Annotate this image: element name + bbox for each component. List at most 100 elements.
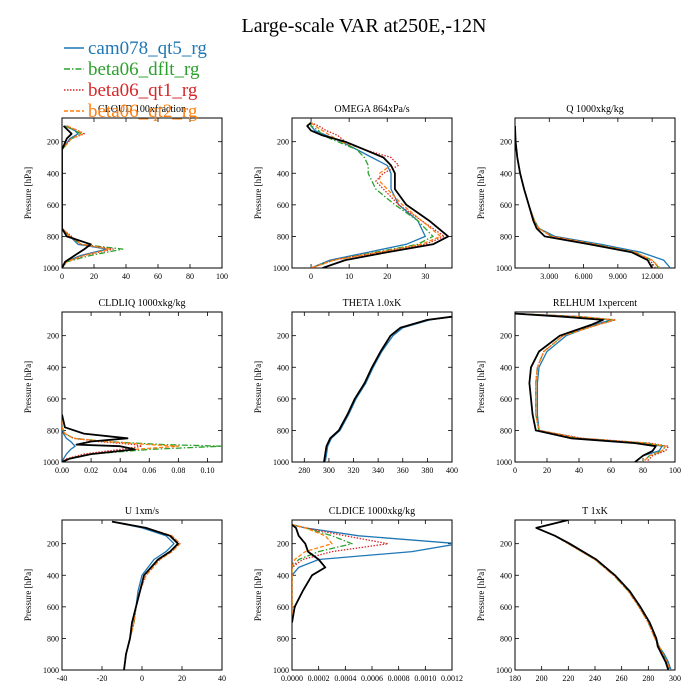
x-tick-label: 360	[397, 466, 409, 475]
panel-title: RELHUM 1xpercent	[553, 298, 637, 309]
series-line-5	[306, 122, 450, 268]
series-line-5	[62, 414, 136, 462]
plot-frame	[514, 117, 676, 269]
series-line-1	[515, 125, 671, 268]
series-line-5	[323, 315, 452, 462]
series-line-4	[515, 125, 661, 268]
y-tick-label: 1000	[496, 458, 512, 467]
x-tick-label: 0.0000	[281, 674, 303, 683]
series-line-4	[292, 524, 333, 623]
series-line-5	[62, 125, 92, 268]
y-tick-label: 400	[500, 169, 512, 178]
series-line-5	[515, 312, 657, 462]
x-tick-label: 380	[421, 466, 433, 475]
x-tick-label: -20	[97, 674, 108, 683]
plot-frame	[291, 519, 453, 671]
x-tick-label: 80	[639, 466, 647, 475]
x-tick-label: 0.0002	[308, 674, 330, 683]
y-tick-label: 200	[47, 540, 59, 549]
panel-title: U 1xm/s	[125, 506, 159, 517]
y-axis-label: Pressure [hPa]	[23, 167, 33, 219]
x-tick-label: 0	[309, 272, 313, 281]
x-tick-label: 10	[345, 272, 353, 281]
x-tick-label: 260	[616, 674, 628, 683]
y-tick-label: 1000	[43, 666, 59, 675]
y-axis-label: Pressure [hPa]	[476, 569, 486, 621]
y-tick-label: 400	[47, 571, 59, 580]
x-tick-label: 40	[122, 272, 130, 281]
x-tick-label: 6.000	[575, 272, 593, 281]
x-tick-label: 100	[216, 272, 228, 281]
panel-title: OMEGA 864xPa/s	[334, 104, 409, 115]
series-line-1	[62, 414, 76, 462]
panel-title: THETA 1.0xK	[343, 298, 402, 309]
series-group	[535, 520, 672, 670]
series-line-3	[111, 520, 181, 670]
panel-7: U 1xm/s Pressure [hPa] -40 -20 0 20 40 200 400 60…	[23, 506, 226, 683]
series-line-2	[111, 520, 179, 670]
y-axis-label: Pressure [hPa]	[23, 361, 33, 413]
y-tick-label: 200	[277, 332, 289, 341]
legend-entry: beta06_qt1_rg	[88, 80, 198, 101]
panel-title: CLOUD 100xfraction	[98, 104, 186, 115]
y-tick-label: 200	[500, 540, 512, 549]
y-tick-label: 1000	[273, 458, 289, 467]
series-line-2	[292, 524, 353, 623]
y-tick-label: 200	[500, 332, 512, 341]
x-tick-label: 0.08	[171, 466, 185, 475]
x-tick-label: 280	[642, 674, 654, 683]
x-tick-label: -40	[57, 674, 68, 683]
x-tick-label: 0	[513, 466, 517, 475]
y-tick-label: 600	[277, 603, 289, 612]
x-tick-label: 20	[90, 272, 98, 281]
x-tick-label: 20	[383, 272, 391, 281]
x-tick-label: 20	[543, 466, 551, 475]
series-line-4	[310, 122, 442, 268]
x-tick-label: 0.0008	[388, 674, 410, 683]
x-tick-label: 60	[607, 466, 615, 475]
y-tick-label: 600	[47, 603, 59, 612]
panels: CLOUD 100xfraction Pressure [hPa] 0 20 40 60 8…	[23, 104, 681, 683]
x-tick-label: 0.0006	[361, 674, 383, 683]
y-tick-label: 1000	[43, 264, 59, 273]
series-line-5	[111, 520, 179, 670]
x-tick-label: 0.0010	[414, 674, 436, 683]
x-tick-label: 180	[509, 674, 521, 683]
y-axis-label: Pressure [hPa]	[253, 167, 263, 219]
x-tick-label: 300	[669, 674, 681, 683]
figure-title: Large-scale VAR at250E,-12N	[242, 15, 487, 37]
y-tick-label: 800	[47, 634, 59, 643]
x-tick-label: 320	[348, 466, 360, 475]
plot-frame	[61, 311, 223, 463]
y-axis-label: Pressure [hPa]	[253, 569, 263, 621]
x-tick-label: 100	[669, 466, 681, 475]
series-line-1	[515, 312, 663, 462]
x-tick-label: 0.06	[142, 466, 156, 475]
y-tick-label: 200	[47, 138, 59, 147]
y-axis-label: Pressure [hPa]	[476, 361, 486, 413]
series-group	[515, 125, 671, 268]
y-tick-label: 800	[277, 634, 289, 643]
panel-8: CLDICE 1000xkg/kg Pressure [hPa] 0.0000 0.0…	[253, 506, 463, 683]
y-tick-label: 200	[277, 540, 289, 549]
panel-title: CLDLIQ 1000xkg/kg	[99, 298, 186, 309]
y-tick-label: 600	[47, 395, 59, 404]
panel-9: T 1xK Pressure [hPa] 180 200 220 240 260 280 300…	[476, 506, 681, 683]
series-line-2	[62, 414, 222, 462]
y-tick-label: 800	[277, 232, 289, 241]
panel-5: THETA 1.0xK Pressure [hPa] 280 300 320 340 360…	[253, 298, 458, 475]
y-tick-label: 1000	[43, 458, 59, 467]
x-tick-label: 12.000	[641, 272, 663, 281]
legend-entry: beta06_dflt_rg	[88, 59, 200, 80]
x-tick-label: 0	[60, 272, 64, 281]
y-axis-label: Pressure [hPa]	[253, 361, 263, 413]
series-line-2	[515, 125, 660, 268]
y-tick-label: 1000	[273, 264, 289, 273]
y-tick-label: 400	[500, 571, 512, 580]
panel-title: T 1xK	[582, 506, 608, 517]
y-tick-label: 400	[277, 363, 289, 372]
y-tick-label: 800	[500, 426, 512, 435]
x-tick-label: 20	[178, 674, 186, 683]
y-tick-label: 200	[500, 138, 512, 147]
y-axis-label: Pressure [hPa]	[23, 569, 33, 621]
